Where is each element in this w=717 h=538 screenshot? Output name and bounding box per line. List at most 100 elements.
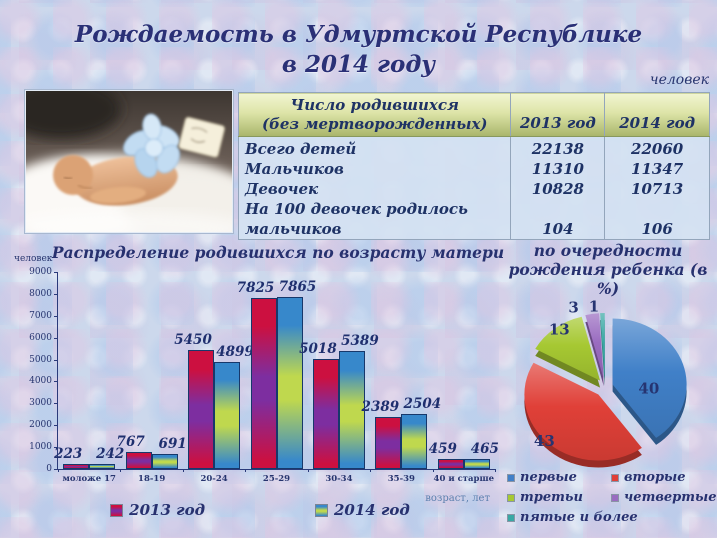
y-tick-label: 4000 bbox=[29, 376, 52, 387]
pie-value-label: 3 bbox=[568, 299, 578, 317]
y-tick-mark bbox=[54, 425, 58, 427]
table-header-2014: 2014 год bbox=[604, 92, 710, 138]
x-tick-mark bbox=[370, 469, 372, 472]
bar-value-label: 4899 bbox=[216, 343, 254, 360]
pie-slice-третьи bbox=[535, 316, 601, 381]
bar-chart-title: Распределение родившихся по возрасту мат… bbox=[51, 243, 505, 262]
pie-chart: по очередности рождения ребенка (в %) 40… bbox=[503, 240, 716, 538]
bar-value-label: 2504 bbox=[403, 396, 442, 413]
pie-slice-первые bbox=[612, 318, 687, 438]
legend-item-fifth: пятые и более bbox=[507, 510, 638, 525]
bar-2013-20-24 bbox=[188, 349, 215, 469]
bar-2013-25-29 bbox=[250, 297, 277, 469]
births-table: Число родившихся (без мертворожденных) 2… bbox=[237, 92, 710, 241]
legend-swatch-fourth bbox=[611, 493, 619, 502]
bar-chart-y-axis-label: человек bbox=[14, 254, 53, 264]
bar-value-label: 223 bbox=[54, 446, 83, 463]
y-tick-mark bbox=[54, 315, 58, 317]
x-tick-mark bbox=[245, 469, 247, 472]
legend-item-first: первые bbox=[507, 470, 611, 485]
x-tick-mark bbox=[432, 469, 434, 472]
legend-label-2014: 2014 год bbox=[334, 501, 410, 519]
bar-2014-40 и старше bbox=[463, 458, 490, 469]
y-tick-mark bbox=[54, 337, 58, 339]
bar-chart-x-axis-label: возраст, лет bbox=[425, 493, 490, 504]
y-tick-label: 5000 bbox=[29, 354, 52, 365]
table-header-line2: (без мертворожденных) bbox=[261, 115, 488, 134]
x-tick-mark bbox=[182, 469, 184, 472]
bar-value-label: 5450 bbox=[174, 331, 212, 348]
pie-chart-legend: первые вторые третьи четвертые пятые и б… bbox=[507, 470, 716, 525]
y-tick-label: 3000 bbox=[29, 398, 52, 409]
pie-value-label: 40 bbox=[638, 379, 659, 397]
y-tick-mark bbox=[54, 381, 58, 383]
row-value-2014: 106 bbox=[604, 199, 710, 240]
bar-chart-legend: 2013 год 2014 год bbox=[10, 501, 510, 519]
legend-item-fourth: четвертые bbox=[611, 490, 716, 505]
row-label: Мальчиков bbox=[237, 159, 511, 180]
page-title: Рождаемость в Удмуртской Республике в 20… bbox=[0, 20, 717, 81]
legend-label-first: первые bbox=[520, 470, 577, 485]
legend-swatch-fifth bbox=[507, 513, 515, 522]
row-value-2014: 22060 bbox=[604, 136, 710, 160]
y-tick-label: 9000 bbox=[29, 267, 52, 277]
row-label: Всего детей bbox=[237, 136, 511, 160]
x-tick-label: моложе 17 bbox=[62, 474, 116, 484]
row-value-2014: 10713 bbox=[604, 179, 710, 200]
bar-value-label: 459 bbox=[428, 440, 457, 457]
bar-2013-35-39 bbox=[375, 416, 402, 469]
pie-value-label: 13 bbox=[549, 321, 570, 339]
x-tick-label: 35-39 bbox=[387, 474, 415, 484]
legend-swatch-third bbox=[507, 493, 515, 502]
table-header-row: Число родившихся (без мертворожденных) 2… bbox=[237, 92, 710, 138]
legend-label-2013: 2013 год bbox=[129, 501, 205, 519]
pie-chart-title: по очередности рождения ребенка (в %) bbox=[508, 241, 708, 298]
table-header-2013: 2013 год bbox=[510, 92, 605, 138]
row-value-2013: 104 bbox=[510, 199, 605, 240]
bar-2014-моложе 17 bbox=[89, 463, 116, 469]
bar-value-label: 5389 bbox=[341, 333, 379, 350]
y-tick-mark bbox=[54, 469, 58, 470]
bar-chart: Распределение родившихся по возрасту мат… bbox=[10, 243, 510, 538]
pie-slice-вторые bbox=[524, 362, 642, 461]
legend-item-second: вторые bbox=[611, 470, 711, 485]
bar-2014-35-39 bbox=[401, 414, 428, 469]
table-header-line1: Число родившихся bbox=[290, 96, 459, 114]
x-tick-label: 30-34 bbox=[325, 474, 353, 484]
y-tick-mark bbox=[54, 293, 58, 295]
legend-item-2014: 2014 год bbox=[315, 501, 410, 519]
legend-swatch-first bbox=[507, 473, 515, 482]
bar-value-label: 5018 bbox=[299, 341, 337, 358]
legend-label-fifth: пятые и более bbox=[520, 510, 638, 525]
bar-2014-30-34 bbox=[338, 351, 365, 469]
y-tick-label: 8000 bbox=[29, 288, 52, 299]
legend-label-fourth: четвертые bbox=[624, 490, 717, 505]
row-value-2014: 11347 bbox=[604, 159, 710, 180]
y-tick-mark bbox=[54, 359, 58, 361]
bar-plot: 0 1000 2000 3000 4000 5000 6000 7000 8000 9000 223… bbox=[29, 267, 499, 484]
pie-svg: 40 43 13 3 1 bbox=[524, 298, 687, 468]
x-tick-mark bbox=[58, 469, 59, 472]
row-value-2013: 10828 bbox=[510, 179, 605, 200]
row-label: Девочек bbox=[237, 179, 511, 200]
x-tick-label: 20-24 bbox=[200, 474, 228, 484]
legend-label-third: третьи bbox=[520, 490, 583, 505]
y-tick-label: 2000 bbox=[29, 420, 52, 431]
legend-swatch-second bbox=[611, 473, 619, 482]
x-tick-mark bbox=[307, 469, 309, 472]
pie-value-label: 1 bbox=[589, 298, 599, 316]
y-tick-mark bbox=[54, 403, 58, 405]
y-tick-label: 1000 bbox=[29, 442, 52, 453]
bar-2014-25-29 bbox=[276, 296, 303, 469]
bar-value-label: 7825 bbox=[236, 279, 275, 296]
baby-photo-illustration bbox=[26, 91, 232, 232]
y-tick-label: 6000 bbox=[29, 332, 52, 343]
bar-value-label: 767 bbox=[116, 434, 145, 451]
bar-2013-моложе 17 bbox=[63, 464, 90, 469]
bar-value-label: 691 bbox=[158, 435, 187, 452]
pie-value-label: 43 bbox=[534, 432, 555, 450]
table-row: Всего детей 22138 22060 bbox=[237, 136, 710, 160]
y-tick-label: 7000 bbox=[29, 310, 52, 321]
table-row: Мальчиков 11310 11347 bbox=[237, 159, 710, 180]
